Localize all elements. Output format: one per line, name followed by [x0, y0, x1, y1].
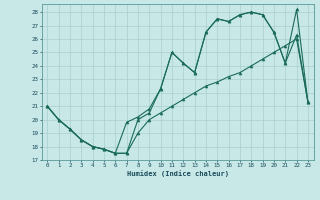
X-axis label: Humidex (Indice chaleur): Humidex (Indice chaleur) [127, 171, 228, 177]
